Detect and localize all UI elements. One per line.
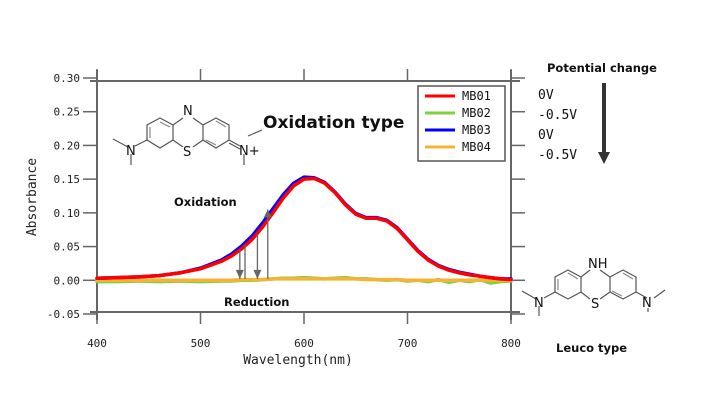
legend-items: MB01 MB02 MB03 MB04: [425, 89, 491, 154]
legend-label-mb04: MB04: [462, 140, 491, 154]
x-tick-label: 500: [191, 337, 211, 350]
oxidized-atom-s: S: [183, 145, 191, 160]
potential-step-4: -0.5V: [538, 148, 577, 163]
potential-step-3: 0V: [538, 128, 554, 143]
oxidized-atom-n-top: N: [183, 104, 193, 119]
y-tick-label: 0.20: [54, 139, 81, 152]
series-line-mb04: [95, 277, 513, 283]
x-tick-label: 600: [294, 337, 314, 350]
x-tick-label: 400: [87, 337, 107, 350]
oxidized-atom-n-right: N+: [239, 144, 260, 159]
y-tick-label: 0.00: [54, 274, 81, 287]
oxidized-structure-icon: [112, 117, 263, 165]
potential-step-1: 0V: [538, 88, 554, 103]
x-tick-label: 700: [398, 337, 418, 350]
y-axis-title: Absorbance: [25, 158, 40, 236]
y-tick-label: 0.25: [54, 106, 81, 119]
legend-label-mb01: MB01: [462, 89, 491, 103]
y-tick-label: -0.05: [47, 308, 80, 321]
series-line-mb01: [95, 176, 513, 282]
series-line-mb03: [95, 175, 513, 281]
series-layer: [95, 175, 513, 285]
leuco-atom-nh: NH: [588, 257, 608, 272]
legend-label-mb03: MB03: [462, 123, 491, 137]
arrow-down-icon: [235, 269, 244, 279]
legend-label-mb02: MB02: [462, 106, 491, 120]
potential-step-2: -0.5V: [538, 108, 577, 123]
arrow-up-icon: [263, 209, 272, 218]
potential-arrow-icon: [598, 83, 610, 164]
potential-change-title: Potential change: [547, 61, 657, 75]
leuco-atom-n-right: N: [642, 296, 652, 311]
arrow-layer: [235, 209, 272, 279]
y-tick-label: 0.15: [54, 173, 81, 186]
x-tick-label: 800: [501, 337, 521, 350]
axes: -0.05 0.00 0.05 0.10 0.15 0.20 0.25 0.30 400 500 6…: [47, 69, 525, 350]
y-tick-label: 0.30: [54, 72, 81, 85]
leuco-atom-n-left: N: [534, 296, 544, 311]
leuco-type-label: Leuco type: [556, 341, 627, 355]
legend: MB01 MB02 MB03 MB04: [417, 85, 506, 162]
oxidation-label: Oxidation: [174, 195, 237, 209]
oxidation-type-label: Oxidation type: [263, 113, 404, 133]
reduction-label: Reduction: [224, 295, 289, 309]
arrow-down-icon: [253, 269, 262, 279]
oxidized-atom-n-left: N: [126, 144, 136, 159]
y-tick-label: 0.05: [54, 241, 81, 254]
x-axis-title: Wavelength(nm): [243, 353, 353, 368]
leuco-atom-s: S: [591, 297, 599, 312]
leuco-structure-icon: [521, 269, 666, 316]
y-tick-label: 0.10: [54, 207, 81, 220]
